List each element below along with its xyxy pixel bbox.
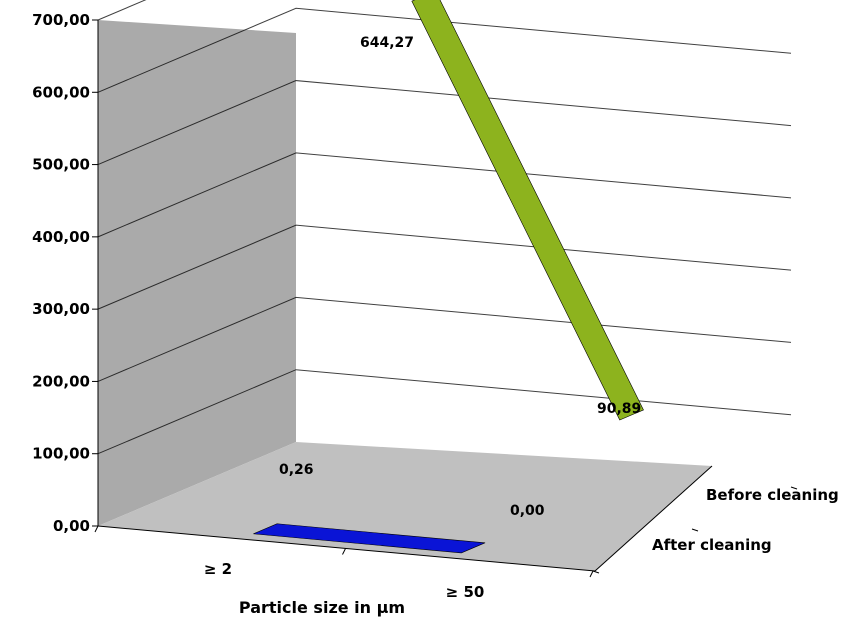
- y-tick-label: 400,00: [32, 228, 90, 246]
- x-tick-mark: [342, 548, 346, 555]
- gridline: [97, 224, 792, 310]
- y-axis-ticks: 0,00 100,00 200,00 300,00 400,00 500,00 600,00…: [32, 11, 98, 535]
- x-tick-label: ≥ 50: [446, 583, 485, 601]
- x-tick-mark: [94, 525, 99, 533]
- series-label: Before cleaning: [706, 486, 839, 504]
- x-axis-ticks: ≥ 2 ≥ 50: [94, 486, 798, 601]
- x-tick-mark: [589, 570, 594, 578]
- y-tick-label: 600,00: [32, 83, 90, 101]
- y-tick-label: 500,00: [32, 156, 90, 174]
- series-ribbon: [411, 0, 644, 421]
- x-axis-title: Particle size in µm: [239, 598, 405, 617]
- data-label: 0,00: [510, 503, 545, 519]
- y-tick-label: 300,00: [32, 300, 90, 318]
- gridline: [97, 296, 792, 382]
- depth-tick-mark: [691, 528, 699, 532]
- depth-tick-mark: [592, 570, 600, 574]
- data-label: 0,26: [279, 462, 314, 478]
- labels-layer: 644,27 90,89 Before cleaning 0,26 0,00 After …: [279, 35, 839, 554]
- series-label: After cleaning: [652, 536, 772, 554]
- x-axis-line: [97, 525, 596, 572]
- y-tick-label: 200,00: [32, 372, 90, 390]
- gridline: [97, 152, 792, 238]
- y-tick-label: 700,00: [32, 11, 90, 29]
- floor: [98, 442, 712, 571]
- gridline: [97, 80, 792, 166]
- depth-tick-mark: [790, 486, 798, 490]
- x-tick-label: ≥ 2: [204, 560, 232, 578]
- series-ribbon: [253, 523, 486, 554]
- side-wall: [98, 20, 296, 526]
- depth-axis-line: [594, 465, 713, 572]
- y-tick-label: 100,00: [32, 445, 90, 463]
- data-label: 644,27: [360, 35, 414, 51]
- series-layer: [253, 0, 644, 554]
- data-label: 90,89: [597, 401, 641, 417]
- y-tick-label: 0,00: [53, 517, 90, 535]
- gridline: [97, 7, 792, 93]
